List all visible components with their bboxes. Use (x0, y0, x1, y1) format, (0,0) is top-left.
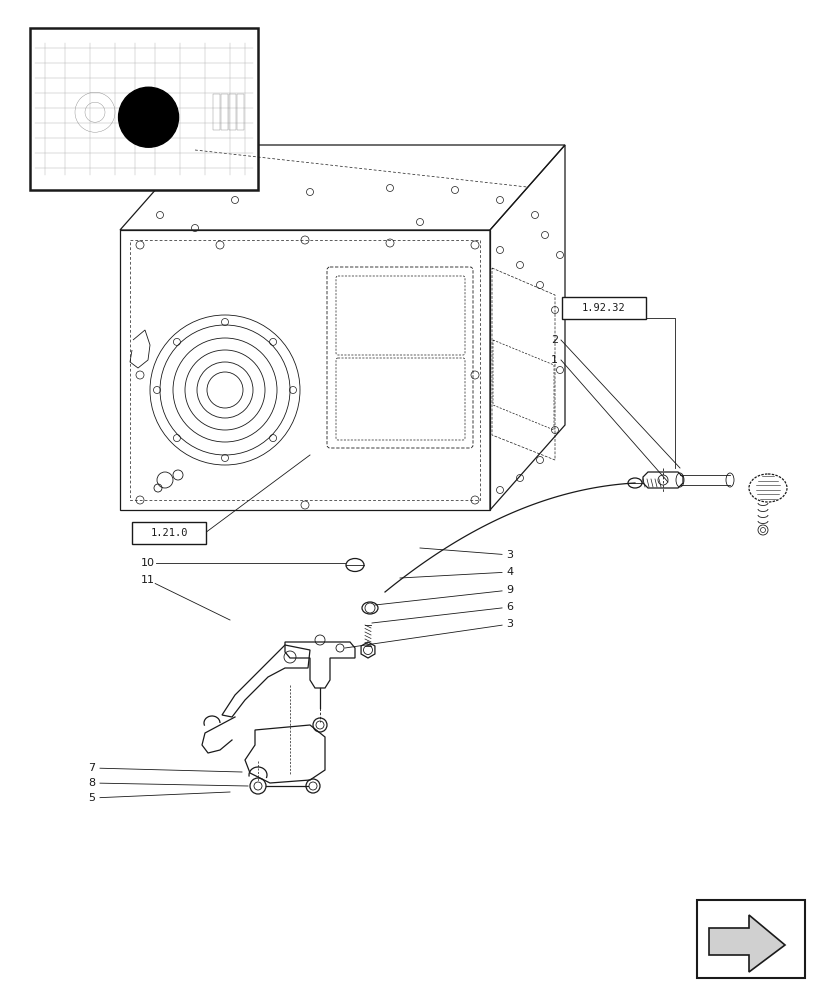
Bar (696, 900, 804, 978)
Text: 1: 1 (550, 355, 557, 365)
Text: 1.21.0: 1.21.0 (150, 528, 188, 538)
FancyBboxPatch shape (131, 522, 206, 544)
Polygon shape (708, 915, 784, 972)
Text: 7: 7 (88, 763, 95, 773)
Bar (213, 94, 220, 130)
Text: 9: 9 (506, 585, 513, 595)
Text: 3: 3 (506, 619, 513, 629)
Text: 1.92.32: 1.92.32 (581, 303, 625, 313)
Bar (229, 94, 236, 130)
Text: 6: 6 (506, 602, 513, 612)
Text: 10: 10 (141, 558, 155, 568)
Text: 4: 4 (506, 567, 513, 577)
Text: 2: 2 (550, 335, 557, 345)
Bar (237, 94, 244, 130)
Text: 3: 3 (506, 550, 513, 560)
FancyBboxPatch shape (562, 297, 645, 319)
Text: 5: 5 (88, 793, 95, 803)
Bar (221, 94, 227, 130)
Circle shape (118, 87, 179, 147)
Text: 11: 11 (141, 575, 155, 585)
Text: 8: 8 (88, 778, 95, 788)
Bar (30, 28, 258, 190)
